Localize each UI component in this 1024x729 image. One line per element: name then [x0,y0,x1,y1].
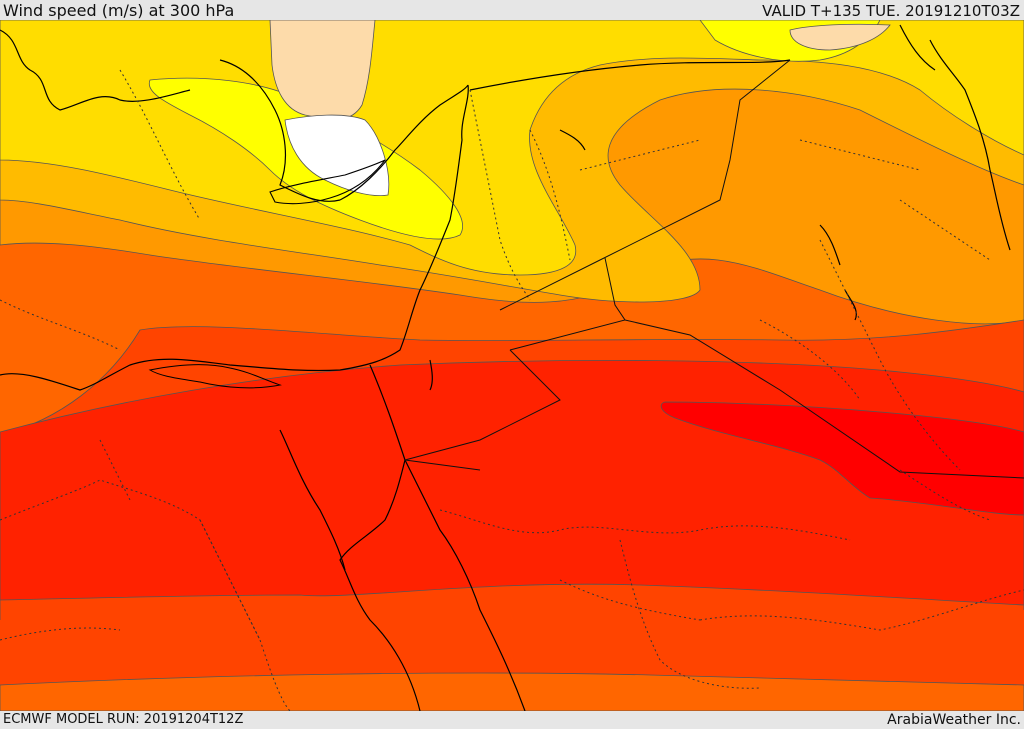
wind-speed-map [0,20,1024,711]
model-run-label: ECMWF MODEL RUN: 20191204T12Z [3,712,244,727]
valid-time: VALID T+135 TUE. 20191210T03Z [762,2,1020,20]
credit-label: ArabiaWeather Inc. [887,712,1021,728]
wind-band-white [284,114,390,197]
wind-band-bottom [0,672,1024,711]
island-cyprus [269,159,386,205]
map-title: Wind speed (m/s) at 300 hPa [3,1,235,20]
wind-band-core [660,401,1024,516]
island-crete [148,364,282,389]
wind-band-gold [0,20,1024,276]
borders-dotted [0,69,1024,711]
wind-band-peach-north [789,23,891,51]
coastlines [0,24,1011,711]
footer-bar: ECMWF MODEL RUN: 20191204T12Z ArabiaWeat… [0,711,1024,729]
borders-solid [404,59,1024,479]
header-bar: Wind speed (m/s) at 300 hPa VALID T+135 … [0,0,1024,20]
